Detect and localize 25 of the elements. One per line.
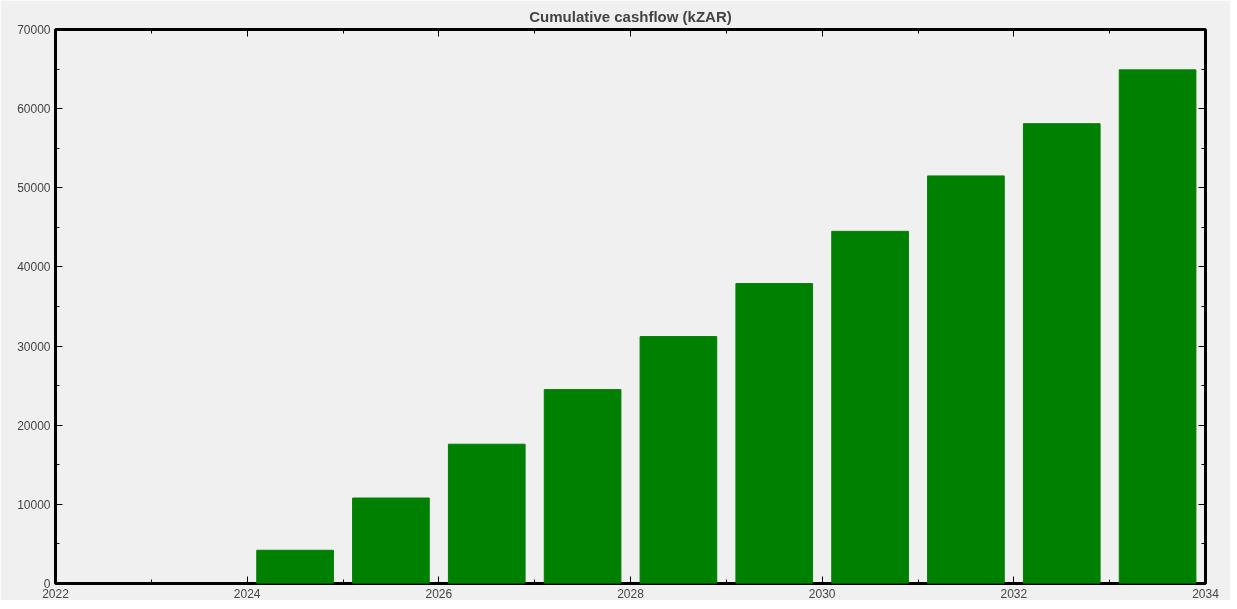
y-tick-label: 0 [43, 577, 51, 591]
y-tick-label: 40000 [17, 260, 51, 275]
bar [831, 230, 909, 584]
bar [1118, 69, 1197, 584]
bar [639, 336, 718, 584]
bar [352, 497, 430, 584]
x-tick-label: 2026 [425, 586, 453, 601]
bar [927, 175, 1005, 584]
x-tick-label: 2028 [617, 586, 645, 601]
bar [735, 283, 814, 584]
bar [447, 443, 526, 584]
y-tick-label: 60000 [17, 102, 51, 117]
x-tick-label: 2024 [233, 586, 261, 601]
chart-title: Cumulative cashflow (kZAR) [529, 7, 732, 25]
y-tick-label: 70000 [17, 23, 51, 37]
bar [256, 549, 334, 584]
x-tick-label: 2032 [1000, 586, 1028, 601]
x-tick-label: 2030 [808, 586, 836, 601]
y-tick-label: 30000 [17, 339, 51, 354]
x-tick-label: 2034 [1192, 586, 1220, 601]
bar [543, 389, 622, 584]
y-tick-label: 20000 [17, 418, 51, 433]
bar [1022, 123, 1101, 584]
y-tick-label: 50000 [17, 181, 51, 196]
y-tick-label: 10000 [17, 497, 51, 512]
